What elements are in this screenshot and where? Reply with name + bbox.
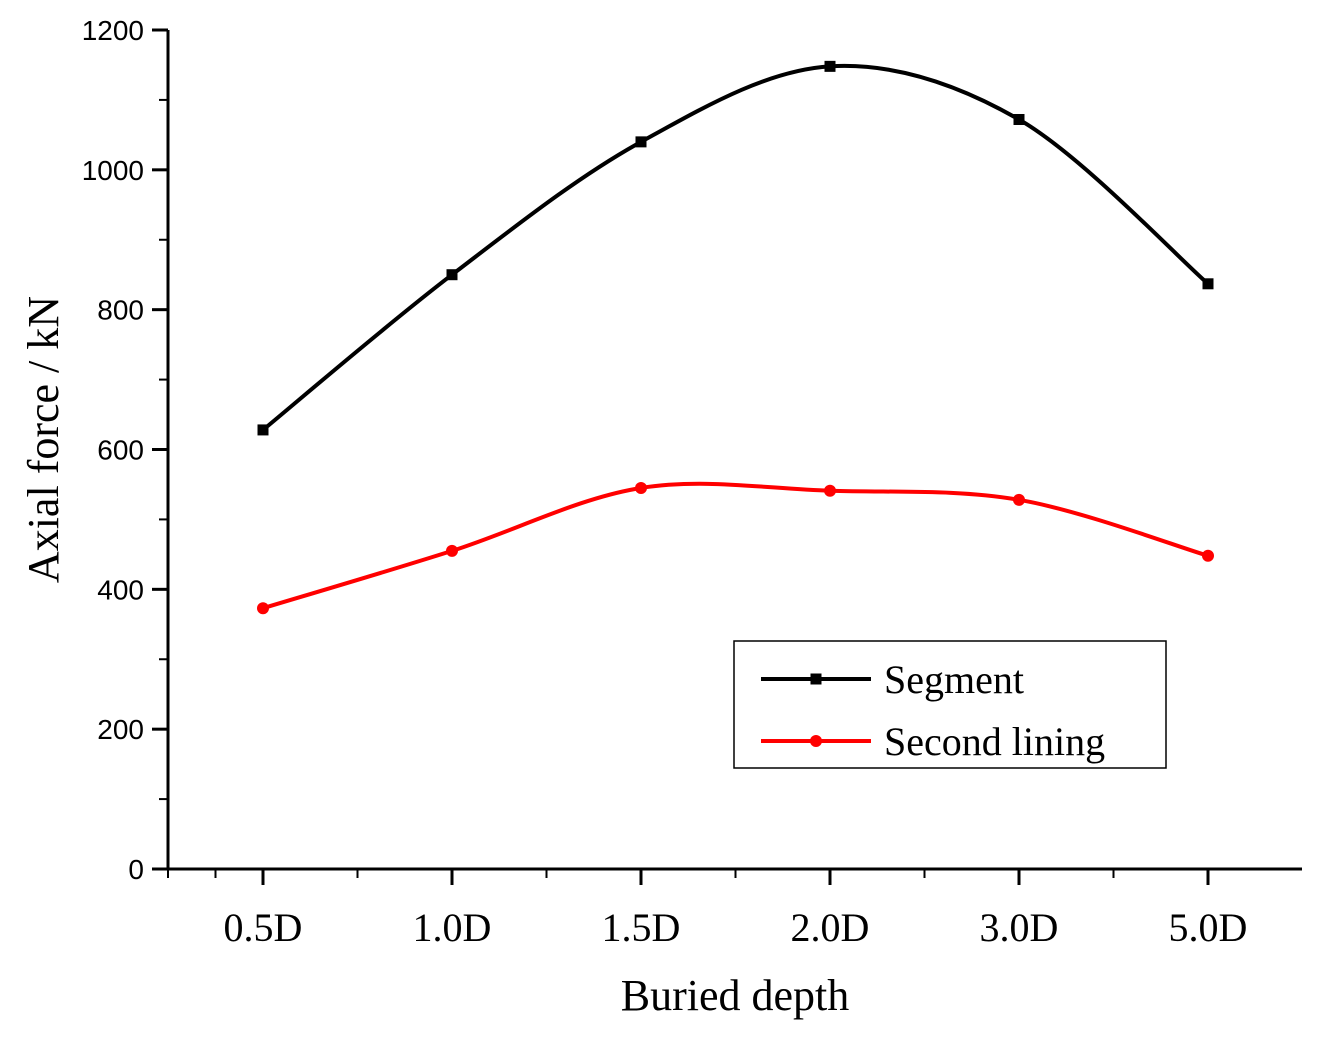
x-tick-label: 2.0D	[791, 905, 870, 950]
legend-label-second-lining: Second lining	[884, 719, 1105, 764]
data-point-segment	[635, 136, 647, 148]
y-tick-label: 1200	[82, 15, 144, 46]
y-tick-label: 600	[97, 435, 144, 466]
y-ticks: 0 200 400 600 800 1000 1200	[82, 15, 168, 885]
x-axis-title: Buried depth	[621, 971, 850, 1020]
x-tick-label: 1.0D	[413, 905, 492, 950]
series-line-segment	[261, 63, 1210, 432]
data-point-second-lining	[1202, 549, 1214, 562]
data-point-second-lining	[1013, 493, 1025, 506]
data-point-segment	[1202, 278, 1214, 290]
legend-marker-segment	[810, 673, 822, 685]
y-tick-label: 800	[97, 295, 144, 326]
y-tick-label: 0	[128, 854, 144, 885]
series-line-second-lining	[262, 481, 1209, 611]
x-tick-label: 3.0D	[980, 905, 1059, 950]
y-tick-label: 200	[97, 714, 144, 745]
x-tick-label: 1.5D	[602, 905, 681, 950]
data-point-second-lining	[635, 481, 647, 494]
data-point-segment	[1013, 113, 1025, 125]
data-point-second-lining	[824, 484, 836, 497]
data-point-second-lining	[257, 602, 269, 615]
data-point-second-lining	[446, 544, 458, 557]
x-tick-label: 5.0D	[1169, 905, 1248, 950]
series-layer	[257, 60, 1214, 615]
data-point-segment	[824, 60, 836, 72]
y-tick-label: 1000	[82, 155, 144, 186]
y-axis-title: Axial force / kN	[19, 296, 68, 583]
y-tick-label: 400	[97, 574, 144, 605]
data-point-segment	[257, 424, 269, 436]
x-tick-label: 0.5D	[224, 905, 303, 950]
legend-box	[733, 640, 1167, 769]
legend-label-segment: Segment	[884, 657, 1024, 702]
legend: Segment Second lining	[733, 640, 1167, 769]
legend-marker-second-lining	[810, 735, 822, 747]
data-point-segment	[446, 269, 458, 281]
x-ticks: 0.5D 1.0D 1.5D 2.0D 3.0D 5.0D	[167, 869, 1248, 950]
